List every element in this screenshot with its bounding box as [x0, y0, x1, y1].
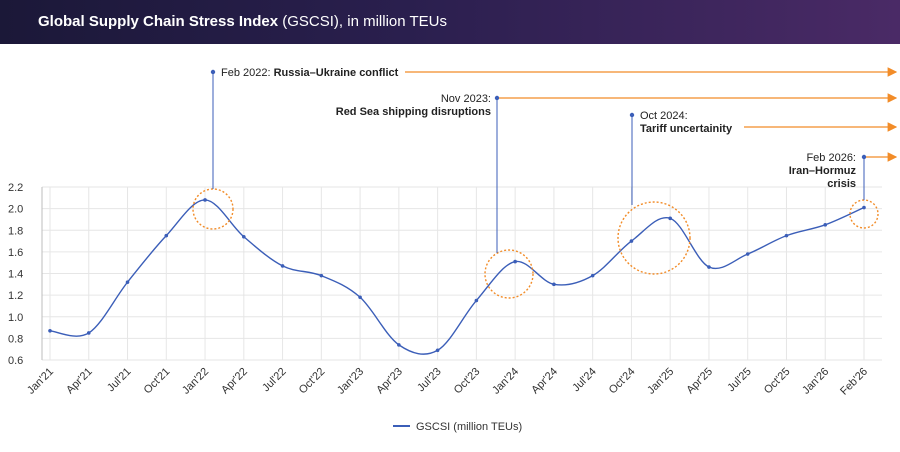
- annotation-date: Oct 2024:: [640, 110, 688, 122]
- annotation-event: crisis: [827, 178, 856, 190]
- annotation-event: Iran–Hormuz: [789, 165, 857, 177]
- data-point: [823, 223, 828, 227]
- data-point: [397, 343, 401, 347]
- legend-label: GSCSI (million TEUs): [416, 421, 522, 433]
- annotation-event: Russia–Ukraine conflict: [274, 67, 399, 79]
- data-point: [590, 273, 595, 278]
- chart-title: Global Supply Chain Stress Index (GSCSI)…: [38, 13, 447, 30]
- data-point: [203, 198, 207, 202]
- x-tick-label: Jul'21: [105, 366, 134, 395]
- x-tick-label: Jan'22: [180, 366, 211, 397]
- x-tick-label: Jan'25: [645, 366, 676, 397]
- y-tick-label: 2.2: [8, 182, 23, 194]
- highlight-circle: [484, 249, 534, 299]
- x-tick-label: Apr'24: [529, 366, 560, 397]
- annotation-dot: [210, 69, 216, 75]
- x-tick-label: Jan'26: [800, 366, 831, 397]
- chart-header: Global Supply Chain Stress Index (GSCSI)…: [0, 0, 900, 44]
- data-point: [125, 280, 130, 284]
- data-point: [745, 252, 750, 256]
- data-point: [435, 348, 440, 353]
- annotation-date: Nov 2023:: [441, 93, 491, 105]
- annotation-date: Feb 2022:: [221, 67, 274, 79]
- data-point: [629, 239, 634, 243]
- data-point: [242, 234, 246, 239]
- annotation-event: Red Sea shipping disruptions: [336, 106, 491, 118]
- y-tick-label: 0.6: [8, 355, 23, 367]
- x-tick-label: Jul'23: [415, 366, 444, 395]
- series-line-gscsi: [49, 199, 865, 355]
- x-tick-label: Apr'21: [64, 366, 95, 397]
- x-tick-label: Oct'24: [607, 366, 638, 397]
- data-point: [86, 331, 91, 335]
- data-point: [707, 265, 711, 269]
- line-chart: 0.6 0.8 1.0 1.2 1.4 1.6 1.8 2.0 2.2 Jan'21 Apr'21 J…: [8, 67, 898, 433]
- y-tick-label: 0.8: [8, 333, 23, 345]
- x-tick-label: Apr'25: [684, 366, 715, 397]
- data-point: [474, 298, 479, 303]
- data-point: [319, 273, 324, 278]
- data-point: [513, 259, 517, 264]
- data-point: [552, 282, 556, 287]
- x-tick-label: Jul'24: [570, 366, 599, 395]
- highlight-circle: [617, 201, 691, 275]
- annotation-dot: [494, 95, 500, 101]
- data-point: [164, 233, 169, 238]
- chart-title-bold: Global Supply Chain Stress Index: [38, 13, 279, 30]
- x-tick-label: Oct'22: [297, 366, 328, 397]
- data-point: [862, 205, 866, 210]
- annotation-label: Feb 2022: Russia–Ukraine conflict: [221, 67, 399, 79]
- annotation-dot: [629, 112, 635, 118]
- data-point: [358, 295, 362, 300]
- y-tick-label: 2.0: [8, 204, 23, 216]
- x-tick-label: Jan'23: [335, 366, 366, 397]
- x-tick-label: Jan'21: [25, 366, 56, 397]
- y-tick-label: 1.6: [8, 247, 23, 259]
- x-tick-label: Jan'24: [490, 366, 521, 397]
- x-tick-label: Apr'23: [374, 366, 405, 397]
- x-tick-label: Apr'22: [219, 366, 250, 397]
- annotation-event: Tariff uncertainity: [640, 123, 733, 135]
- x-tick-label: Feb'26: [838, 366, 870, 398]
- data-point: [48, 329, 52, 333]
- x-tick-label: Jul'22: [260, 366, 289, 395]
- data-point: [280, 264, 285, 268]
- y-tick-label: 1.2: [8, 290, 23, 302]
- annotation-date: Feb 2026:: [806, 152, 856, 164]
- x-tick-label: Oct'21: [142, 366, 173, 397]
- annotation-dot: [861, 154, 867, 160]
- x-tick-label: Oct'25: [762, 366, 793, 397]
- data-point: [668, 216, 672, 221]
- x-tick-label: Jul'25: [725, 366, 754, 395]
- y-tick-label: 1.0: [8, 312, 23, 324]
- chart-title-rest: (GSCSI), in million TEUs: [278, 13, 447, 30]
- y-tick-label: 1.8: [8, 225, 23, 237]
- x-tick-label: Oct'23: [452, 366, 483, 397]
- data-point: [784, 233, 789, 238]
- y-tick-label: 1.4: [8, 269, 23, 281]
